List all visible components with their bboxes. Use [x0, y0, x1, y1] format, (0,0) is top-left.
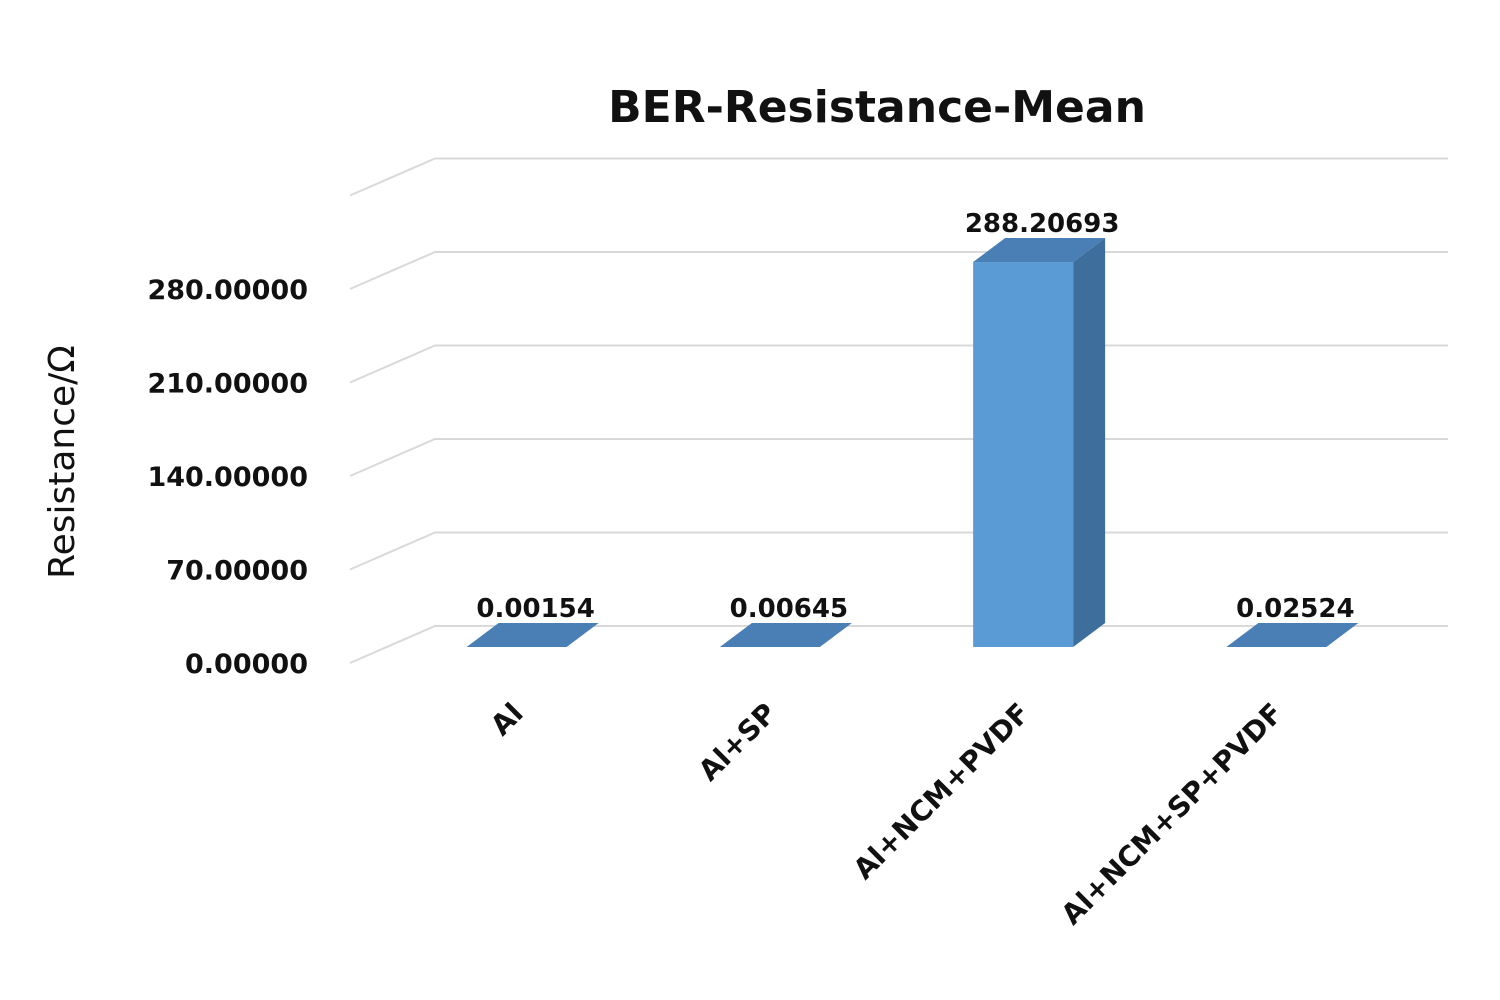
bar-top [719, 622, 852, 647]
bar-top [466, 622, 599, 647]
data-label: 0.00645 [730, 594, 848, 624]
gridline [349, 531, 1448, 571]
category-label: Al+NCM+PVDF [847, 697, 1036, 886]
y-tick-label: 70.00000 [166, 556, 308, 587]
bar [719, 622, 852, 647]
data-labels: 0.00154 0.00645 288.20693 0.02524 [476, 209, 1354, 624]
data-label: 288.20693 [965, 209, 1120, 239]
y-tick-label: 0.00000 [185, 649, 308, 680]
category-label: Al+NCM+SP+PVDF [1055, 697, 1290, 932]
y-tick-label: 280.00000 [147, 275, 308, 306]
bar-top [1226, 622, 1359, 647]
category-label: Al+SP [692, 697, 783, 788]
category-labels: Al Al+SP Al+NCM+PVDF Al+NCM+SP+PVDF [484, 697, 1289, 932]
y-axis-label: Resistance/Ω [42, 345, 83, 579]
data-label: 0.00154 [476, 594, 594, 624]
bars [466, 238, 1359, 647]
bar-side [1073, 238, 1106, 647]
bar-top [973, 238, 1106, 263]
bar [1226, 622, 1359, 647]
gridline [349, 157, 1448, 197]
chart-title: BER-Resistance-Mean [608, 82, 1146, 133]
bar-front [973, 262, 1074, 647]
gridline [349, 625, 1448, 664]
y-tick-labels: 0.00000 70.00000 140.00000 210.00000 280.000… [147, 275, 308, 680]
data-label: 0.02524 [1236, 594, 1354, 624]
gridline [349, 438, 1448, 477]
gridlines [349, 157, 1448, 664]
category-label: Al [484, 697, 529, 742]
y-tick-label: 210.00000 [147, 369, 308, 400]
bar [466, 622, 599, 647]
bar [973, 238, 1106, 647]
gridline [349, 344, 1448, 384]
gridline [349, 251, 1448, 290]
y-tick-label: 140.00000 [147, 462, 308, 493]
